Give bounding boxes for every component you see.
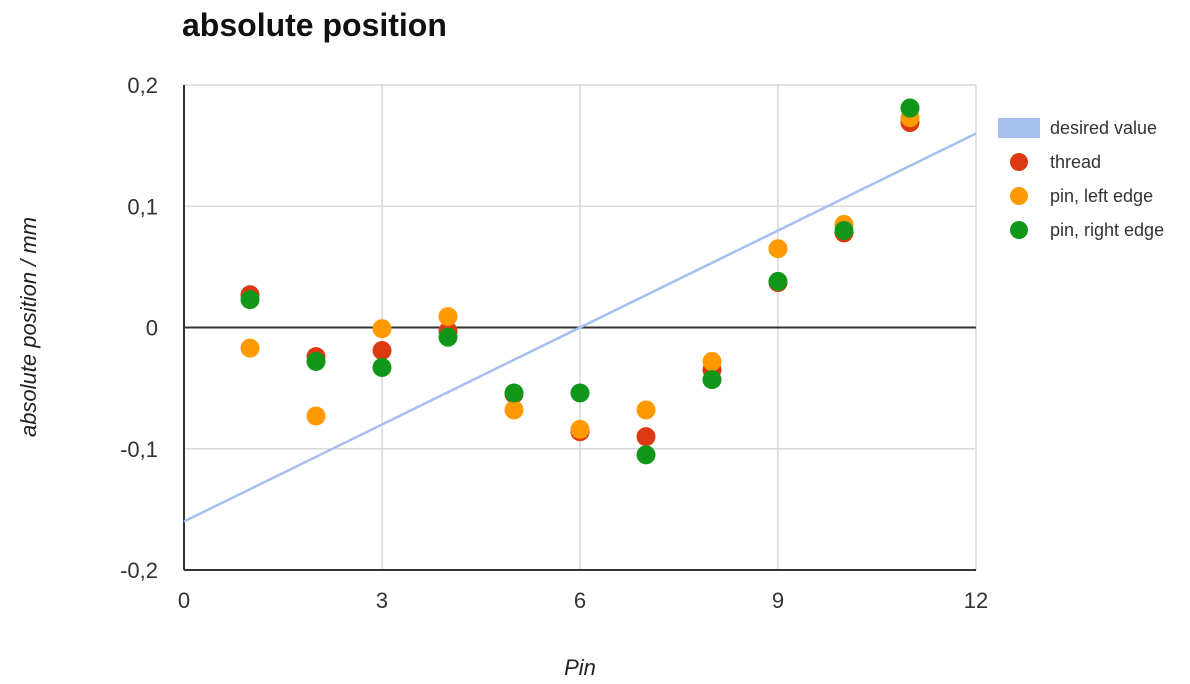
y-tick-label: -0,2 — [120, 558, 158, 583]
legend-label: pin, right edge — [1050, 220, 1164, 240]
y-tick-label: -0,1 — [120, 437, 158, 462]
y-tick-label: 0,2 — [127, 73, 158, 98]
point-pin-right-edge — [570, 383, 590, 403]
legend-marker-thread — [1010, 153, 1028, 171]
point-pin-left-edge — [240, 338, 260, 358]
point-pin-right-edge — [768, 271, 788, 291]
point-pin-right-edge — [900, 98, 920, 118]
point-pin-left-edge — [702, 351, 722, 371]
chart-title: absolute position — [182, 7, 447, 43]
point-pin-right-edge — [240, 290, 260, 310]
legend: desired value thread pin, left edge pin, ri… — [998, 118, 1164, 240]
legend-label: thread — [1050, 152, 1101, 172]
point-pin-left-edge — [768, 239, 788, 259]
legend-marker-pin-left-edge — [1010, 187, 1028, 205]
legend-label: desired value — [1050, 118, 1157, 138]
point-pin-right-edge — [372, 358, 392, 378]
point-thread — [636, 427, 656, 447]
point-pin-right-edge — [702, 370, 722, 390]
x-tick-label: 6 — [574, 588, 586, 613]
point-thread — [372, 341, 392, 361]
point-pin-right-edge — [306, 351, 326, 371]
point-pin-right-edge — [834, 221, 854, 240]
legend-swatch-desired-value — [998, 118, 1040, 138]
desired-value-layer — [183, 132, 977, 523]
x-axis-label: Pin — [564, 655, 596, 680]
point-pin-right-edge — [636, 445, 656, 465]
y-axis-label: absolute position / mm — [16, 217, 41, 437]
x-tick-label: 3 — [376, 588, 388, 613]
x-tick-label: 0 — [178, 588, 190, 613]
point-pin-left-edge — [438, 307, 458, 327]
point-pin-left-edge — [504, 400, 524, 420]
grid — [184, 84, 977, 570]
point-pin-left-edge — [306, 406, 326, 426]
x-tick-label: 12 — [964, 588, 988, 613]
x-tick-label: 9 — [772, 588, 784, 613]
tick-labels: 0 3 6 9 12 -0,2 -0,1 0 0,1 0,2 — [120, 73, 988, 613]
points-layer — [240, 98, 920, 465]
y-tick-label: 0,1 — [127, 194, 158, 219]
y-tick-label: 0 — [146, 316, 158, 341]
legend-label: pin, left edge — [1050, 186, 1153, 206]
point-pin-right-edge — [504, 383, 524, 403]
desired-value-line — [183, 132, 977, 523]
point-pin-left-edge — [570, 419, 590, 439]
legend-marker-pin-right-edge — [1010, 221, 1028, 239]
point-pin-left-edge — [636, 400, 656, 420]
point-pin-left-edge — [372, 319, 392, 339]
point-pin-right-edge — [438, 327, 458, 347]
